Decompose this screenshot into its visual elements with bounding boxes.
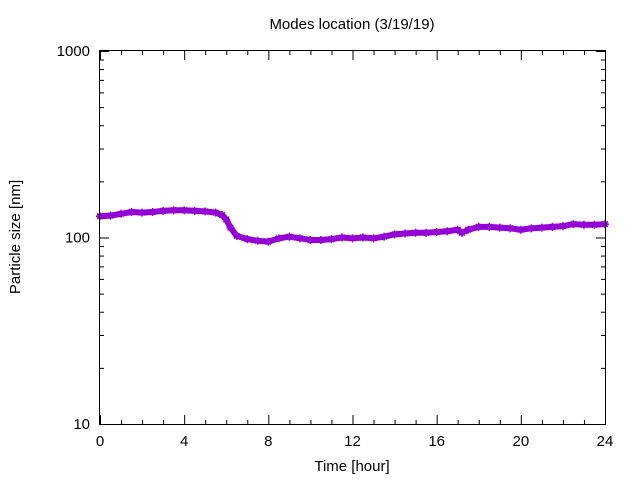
- x-tick-label: 24: [597, 433, 614, 450]
- data-point: [506, 224, 515, 233]
- x-tick-label: 4: [180, 433, 188, 450]
- data-point: [138, 208, 147, 217]
- series-layer: [96, 206, 609, 246]
- data-point: [264, 237, 273, 246]
- data-point: [390, 230, 399, 239]
- data-point: [169, 206, 178, 215]
- data-point: [569, 220, 578, 229]
- x-tick-label: 12: [344, 433, 361, 450]
- data-point: [474, 222, 483, 231]
- data-point: [369, 234, 378, 243]
- data-point: [232, 231, 241, 240]
- data-point: [117, 209, 126, 218]
- y-tick-label: 1000: [57, 43, 90, 60]
- series-line: [97, 207, 608, 245]
- data-point: [464, 225, 473, 234]
- data-point: [485, 222, 494, 231]
- x-tick-label: 20: [512, 433, 529, 450]
- data-point: [537, 223, 546, 232]
- plot-frame: [99, 50, 606, 425]
- data-point: [306, 235, 315, 244]
- x-axis-label: Time [hour]: [314, 458, 389, 475]
- data-point: [218, 211, 227, 220]
- data-point: [222, 215, 231, 224]
- data-point: [201, 207, 210, 216]
- data-point: [327, 235, 336, 244]
- data-point: [148, 208, 157, 217]
- data-point: [443, 227, 452, 236]
- data-point: [253, 236, 262, 245]
- data-point: [380, 232, 389, 241]
- data-point: [106, 211, 115, 220]
- y-tick-label: 100: [65, 230, 90, 247]
- data-point: [211, 208, 220, 217]
- data-point: [432, 228, 441, 237]
- data-point: [274, 234, 283, 243]
- x-tick-label: 8: [264, 433, 272, 450]
- data-point: [558, 222, 567, 231]
- data-point: [190, 206, 199, 215]
- data-point: [422, 228, 431, 237]
- data-point: [590, 220, 599, 229]
- data-point: [285, 232, 294, 241]
- data-point: [359, 233, 368, 242]
- ticks-layer: 0 4 8 12 16 20 24 10 100 1000: [57, 43, 614, 450]
- data-point: [548, 222, 557, 231]
- data-point: [516, 225, 525, 234]
- data-point: [348, 234, 357, 243]
- data-point: [527, 224, 536, 233]
- data-point: [411, 228, 420, 237]
- x-tick-label: 16: [428, 433, 445, 450]
- data-point: [316, 235, 325, 244]
- data-point: [127, 208, 136, 217]
- data-point: [337, 233, 346, 242]
- data-point: [401, 229, 410, 238]
- chart-title: Modes location (3/19/19): [269, 16, 434, 33]
- data-point: [457, 228, 466, 237]
- data-point: [180, 206, 189, 215]
- data-point: [159, 206, 168, 215]
- data-point: [579, 220, 588, 229]
- y-axis-label: Particle size [nm]: [7, 180, 24, 294]
- data-point: [226, 223, 235, 232]
- data-point: [495, 223, 504, 232]
- x-tick-label: 0: [96, 433, 104, 450]
- data-point: [453, 225, 462, 234]
- data-point: [243, 235, 252, 244]
- data-point: [295, 234, 304, 243]
- y-tick-label: 10: [73, 416, 90, 433]
